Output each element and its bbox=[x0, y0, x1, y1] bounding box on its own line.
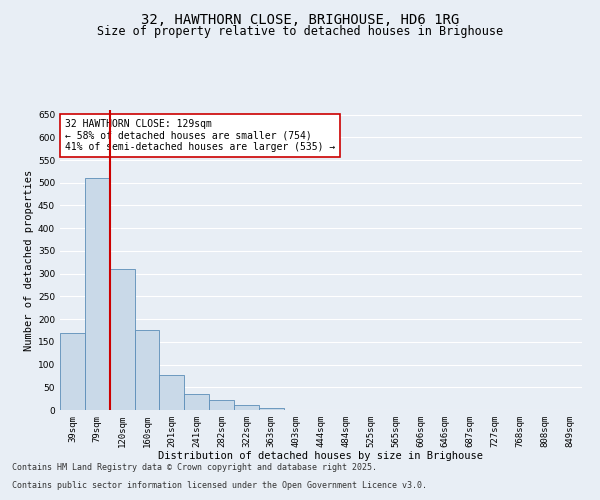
Text: Size of property relative to detached houses in Brighouse: Size of property relative to detached ho… bbox=[97, 25, 503, 38]
Bar bbox=[184, 394, 209, 410]
X-axis label: Distribution of detached houses by size in Brighouse: Distribution of detached houses by size … bbox=[158, 452, 484, 462]
Text: 32 HAWTHORN CLOSE: 129sqm
← 58% of detached houses are smaller (754)
41% of semi: 32 HAWTHORN CLOSE: 129sqm ← 58% of detac… bbox=[65, 119, 335, 152]
Text: Contains public sector information licensed under the Open Government Licence v3: Contains public sector information licen… bbox=[12, 481, 427, 490]
Text: Contains HM Land Registry data © Crown copyright and database right 2025.: Contains HM Land Registry data © Crown c… bbox=[12, 464, 377, 472]
Bar bbox=[259, 408, 284, 410]
Bar bbox=[160, 374, 184, 410]
Text: 32, HAWTHORN CLOSE, BRIGHOUSE, HD6 1RG: 32, HAWTHORN CLOSE, BRIGHOUSE, HD6 1RG bbox=[141, 12, 459, 26]
Bar bbox=[60, 332, 85, 410]
Bar bbox=[234, 406, 259, 410]
Y-axis label: Number of detached properties: Number of detached properties bbox=[24, 170, 34, 350]
Bar bbox=[110, 269, 134, 410]
Bar bbox=[134, 330, 160, 410]
Bar bbox=[209, 400, 234, 410]
Bar bbox=[85, 178, 110, 410]
